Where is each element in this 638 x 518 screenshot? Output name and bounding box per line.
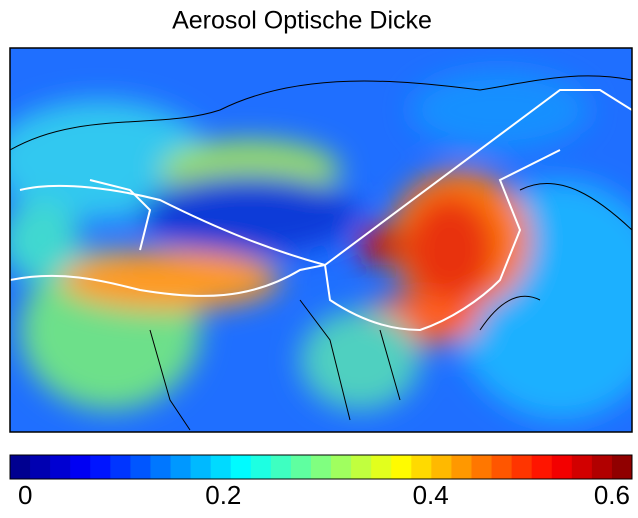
map-frame <box>9 47 633 433</box>
colorbar-bin <box>170 455 192 479</box>
colorbar-bin <box>10 455 31 479</box>
colorbar-bin <box>611 455 633 479</box>
colorbar-bin <box>371 455 392 479</box>
colorbar-bin <box>351 455 372 479</box>
colorbar-bin <box>230 455 252 479</box>
colorbar-bin <box>290 455 312 479</box>
colorbar-bin <box>591 455 613 479</box>
colorbar-frame <box>9 454 633 480</box>
colorbar-bin <box>90 455 111 479</box>
colorbar-tick-label: 0.6 <box>594 480 630 510</box>
colorbar-bin <box>110 455 131 479</box>
colorbar-tick-label: 0 <box>18 480 32 510</box>
colorbar-bin <box>391 455 412 479</box>
colorbar-bin <box>130 455 151 479</box>
colorbar-bin <box>310 455 332 479</box>
colorbar-bin <box>250 455 272 479</box>
colorbar <box>10 455 633 479</box>
map <box>10 48 632 432</box>
colorbar-bin <box>491 455 513 479</box>
colorbar-bin <box>150 455 172 479</box>
colorbar-bin <box>551 455 573 479</box>
colorbar-bin <box>571 455 593 479</box>
colorbar-bin <box>511 455 533 479</box>
title: Aerosol Optische Dicke <box>172 7 432 35</box>
colorbar-tick-label: 0.2 <box>205 480 241 510</box>
colorbar-bin <box>411 455 432 479</box>
colorbar-bin <box>50 455 71 479</box>
colorbar-bin <box>431 455 452 479</box>
colorbar-tick-label: 0.4 <box>413 480 449 510</box>
colorbar-bin <box>331 455 352 479</box>
colorbar-bin <box>70 455 91 479</box>
colorbar-bin <box>270 455 292 479</box>
colorbar-bin <box>210 455 232 479</box>
colorbar-bin <box>451 455 472 479</box>
colorbar-bin <box>190 455 212 479</box>
colorbar-bin <box>30 455 51 479</box>
colorbar-bin <box>471 455 493 479</box>
colorbar-bin <box>531 455 553 479</box>
